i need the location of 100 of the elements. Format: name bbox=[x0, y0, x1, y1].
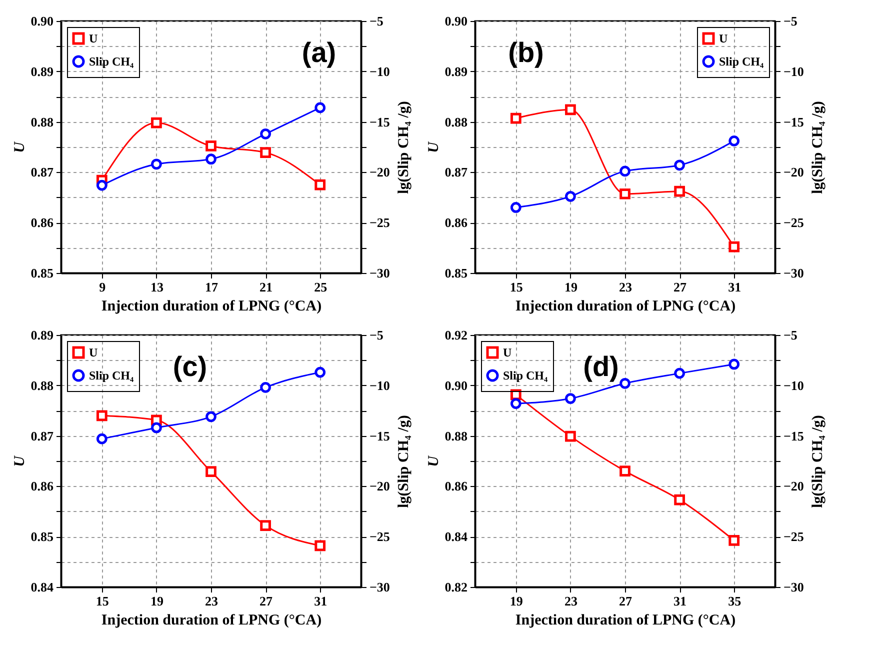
x-tick-label: 23 bbox=[619, 280, 632, 294]
x-tick-label: 19 bbox=[510, 594, 524, 608]
point bbox=[728, 241, 740, 252]
y2-tick-label: −15 bbox=[370, 428, 390, 444]
point bbox=[565, 430, 576, 442]
point bbox=[565, 190, 576, 202]
y2-axis-title: lg(Slip CH₄ /g) bbox=[810, 415, 826, 508]
y-axis-title: U bbox=[426, 140, 442, 153]
point bbox=[620, 166, 630, 177]
legend-label: U bbox=[503, 346, 512, 360]
y2-tick-label: −10 bbox=[370, 64, 390, 79]
x-tick-label: 23 bbox=[564, 594, 578, 608]
point bbox=[674, 160, 685, 171]
point bbox=[96, 410, 108, 422]
point bbox=[206, 411, 216, 422]
x-tick-label: 13 bbox=[150, 280, 164, 294]
y2-tick-label: −25 bbox=[370, 529, 390, 544]
y2-tick-label: −20 bbox=[784, 164, 804, 180]
y2-axis-title: lg(Slip CH₄ /g) bbox=[810, 101, 826, 194]
y2-tick-label: −10 bbox=[370, 378, 390, 393]
y2-axis-title: lg(Slip CH₄ /g) bbox=[396, 415, 412, 508]
y-tick-label: 0.88 bbox=[444, 114, 468, 130]
legend-label: U bbox=[719, 32, 728, 46]
y-tick-label: 0.89 bbox=[30, 328, 54, 342]
y2-tick-label: −15 bbox=[784, 428, 804, 444]
x-tick-label: 27 bbox=[619, 594, 632, 608]
y-tick-label: 0.86 bbox=[444, 215, 468, 230]
y-axis-title: U bbox=[12, 454, 28, 467]
point bbox=[728, 358, 740, 370]
y-tick-label: 0.84 bbox=[30, 580, 54, 594]
x-tick-label: 15 bbox=[96, 594, 110, 608]
y2-tick-label: −10 bbox=[784, 64, 804, 79]
y2-tick-label: −15 bbox=[370, 114, 390, 130]
point bbox=[260, 520, 271, 531]
x-tick-label: 31 bbox=[674, 594, 687, 608]
y2-tick-label: −25 bbox=[370, 215, 390, 230]
x-tick-label: 27 bbox=[674, 280, 688, 294]
y-tick-label: 0.85 bbox=[30, 266, 54, 280]
x-tick-label: 21 bbox=[260, 280, 273, 294]
legend-label: Slip CH₄ bbox=[89, 54, 134, 68]
y2-tick-label: −20 bbox=[370, 478, 390, 494]
y-tick-label: 0.89 bbox=[30, 64, 54, 79]
y-tick-label: 0.90 bbox=[444, 14, 468, 28]
point bbox=[151, 117, 162, 128]
point bbox=[565, 393, 576, 404]
y-axis-title: U bbox=[426, 454, 442, 467]
y-tick-label: 0.85 bbox=[444, 266, 468, 280]
y2-tick-label: −25 bbox=[784, 215, 804, 230]
text: (a) bbox=[302, 36, 336, 68]
y2-tick-label: −5 bbox=[784, 14, 798, 28]
y2-tick-label: −20 bbox=[784, 478, 804, 494]
point bbox=[314, 102, 326, 114]
x-axis-title: Injection duration of LPNG (°CA) bbox=[515, 612, 736, 628]
x-tick-label: 31 bbox=[314, 594, 328, 608]
y-tick-label: 0.88 bbox=[444, 428, 468, 444]
x-tick-label: 27 bbox=[260, 594, 274, 608]
x-tick-label: 15 bbox=[510, 280, 524, 294]
point bbox=[510, 202, 522, 213]
point bbox=[96, 433, 108, 444]
point bbox=[260, 147, 271, 158]
y2-tick-label: −5 bbox=[370, 328, 384, 342]
point bbox=[206, 154, 216, 165]
point bbox=[620, 466, 630, 477]
x-tick-label: 35 bbox=[728, 594, 742, 608]
legend-label: Slip CH₄ bbox=[719, 54, 764, 68]
x-tick-label: 25 bbox=[314, 280, 328, 294]
x-axis-title: Injection duration of LPNG (°CA) bbox=[515, 298, 736, 314]
point bbox=[96, 180, 108, 191]
point bbox=[260, 382, 271, 393]
y-tick-label: 0.88 bbox=[30, 114, 54, 130]
y-tick-label: 0.84 bbox=[444, 529, 468, 544]
legend-label: Slip CH₄ bbox=[89, 368, 134, 382]
x-tick-label: 31 bbox=[728, 280, 742, 294]
point bbox=[728, 534, 740, 546]
point bbox=[728, 136, 740, 146]
point bbox=[151, 158, 162, 170]
legend-label: U bbox=[89, 32, 98, 46]
point bbox=[620, 188, 630, 200]
x-tick-label: 19 bbox=[564, 280, 578, 294]
text: (b) bbox=[508, 36, 544, 68]
x-axis-title: Injection duration of LPNG (°CA) bbox=[101, 612, 322, 628]
y-tick-label: 0.86 bbox=[30, 215, 54, 230]
point bbox=[674, 186, 685, 197]
point bbox=[674, 494, 685, 506]
y2-tick-label: −20 bbox=[370, 164, 390, 180]
y2-tick-label: −30 bbox=[370, 580, 390, 594]
y2-tick-label: −5 bbox=[784, 328, 798, 342]
point bbox=[151, 422, 162, 434]
y2-axis-title: lg(Slip CH₄ /g) bbox=[396, 101, 412, 194]
y2-tick-label: −5 bbox=[370, 14, 384, 28]
point bbox=[565, 104, 576, 116]
y2-tick-label: −10 bbox=[784, 378, 804, 393]
y-tick-label: 0.92 bbox=[444, 328, 468, 342]
point bbox=[206, 140, 216, 152]
legend-label: U bbox=[89, 346, 98, 360]
y-tick-label: 0.89 bbox=[444, 64, 468, 79]
point bbox=[260, 128, 271, 140]
y-tick-label: 0.87 bbox=[30, 428, 54, 444]
y-tick-label: 0.85 bbox=[30, 529, 54, 544]
point bbox=[206, 466, 216, 478]
